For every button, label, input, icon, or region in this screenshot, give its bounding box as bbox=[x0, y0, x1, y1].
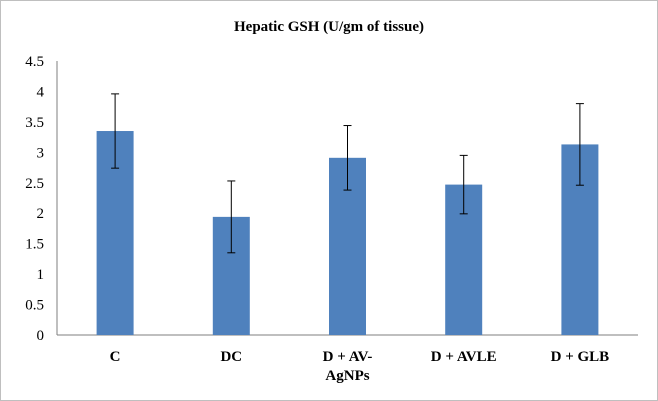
y-tick-label: 4.5 bbox=[25, 54, 44, 70]
y-tick-label: 1 bbox=[37, 267, 45, 283]
x-tick-labels: C DC D + AV-AgNPs D + AVLE D + GLB bbox=[110, 349, 610, 384]
error-bars bbox=[111, 93, 584, 254]
x-tick-label: D + AVLE bbox=[431, 349, 497, 365]
y-tick-label: 2 bbox=[37, 206, 45, 222]
x-tick-label: D + AV-AgNPs bbox=[323, 349, 373, 384]
error-bar bbox=[111, 93, 120, 169]
y-tick-label: 0 bbox=[37, 328, 45, 344]
y-tick-label: 1.5 bbox=[25, 237, 44, 253]
y-tick-label: 0.5 bbox=[25, 298, 44, 314]
y-tick-label: 3.5 bbox=[25, 115, 44, 131]
error-bar bbox=[459, 154, 468, 215]
chart-title: Hepatic GSH (U/gm of tissue) bbox=[234, 19, 424, 35]
error-bar bbox=[227, 180, 236, 254]
y-tick-label: 2.5 bbox=[25, 176, 44, 192]
x-tick-label: C bbox=[110, 349, 121, 365]
y-tick-label: 4 bbox=[37, 84, 45, 100]
y-tick-label: 3 bbox=[37, 145, 45, 161]
error-bar bbox=[575, 103, 584, 186]
x-tick-label: DC bbox=[220, 349, 242, 365]
error-bar bbox=[343, 125, 352, 191]
bars bbox=[96, 131, 599, 335]
y-tick-labels: 0 0.5 1 1.5 2 2.5 3 3.5 4 4.5 bbox=[25, 54, 44, 344]
x-tick-label: D + GLB bbox=[551, 349, 610, 365]
